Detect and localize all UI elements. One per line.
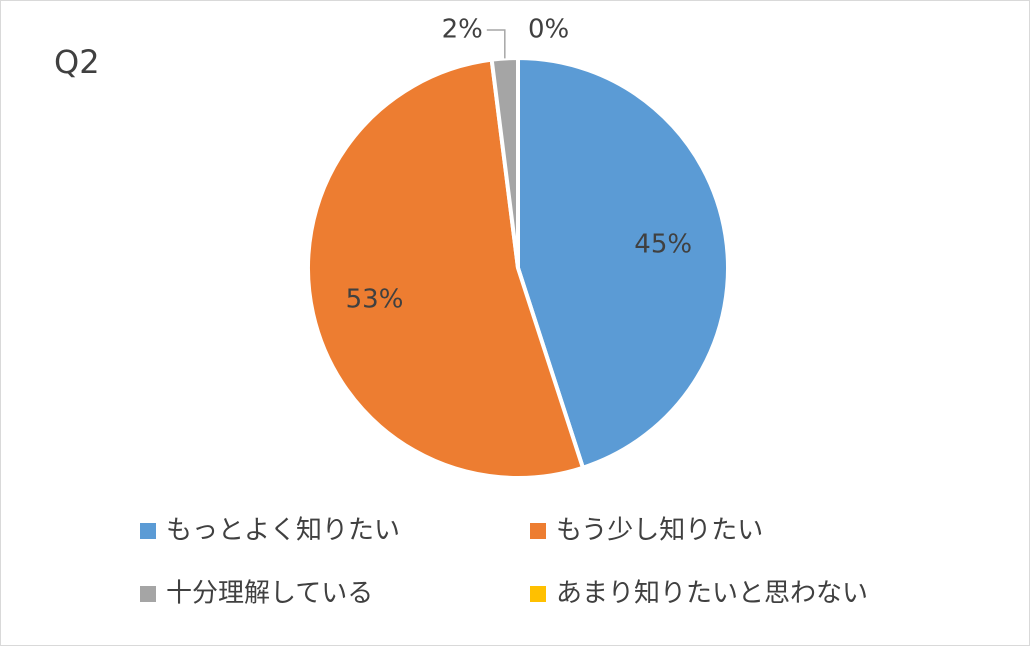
- data-label: 0%: [528, 15, 569, 45]
- legend-swatch: [140, 523, 156, 539]
- legend-label: もう少し知りたい: [556, 516, 763, 546]
- leader-line: [486, 29, 506, 59]
- legend-label: もっとよく知りたい: [166, 516, 400, 546]
- chart-title: Q2: [54, 43, 100, 81]
- legend-swatch: [530, 586, 546, 602]
- legend-label: あまり知りたいと思わない: [556, 579, 868, 609]
- data-label: 2%: [442, 15, 483, 45]
- data-label: 45%: [634, 230, 692, 260]
- data-label: 53%: [346, 285, 404, 315]
- legend-swatch: [530, 523, 546, 539]
- pie-slice: [306, 57, 586, 480]
- pie-slice: [516, 55, 730, 471]
- legend-label: 十分理解している: [166, 579, 373, 609]
- legend-swatch: [140, 586, 156, 602]
